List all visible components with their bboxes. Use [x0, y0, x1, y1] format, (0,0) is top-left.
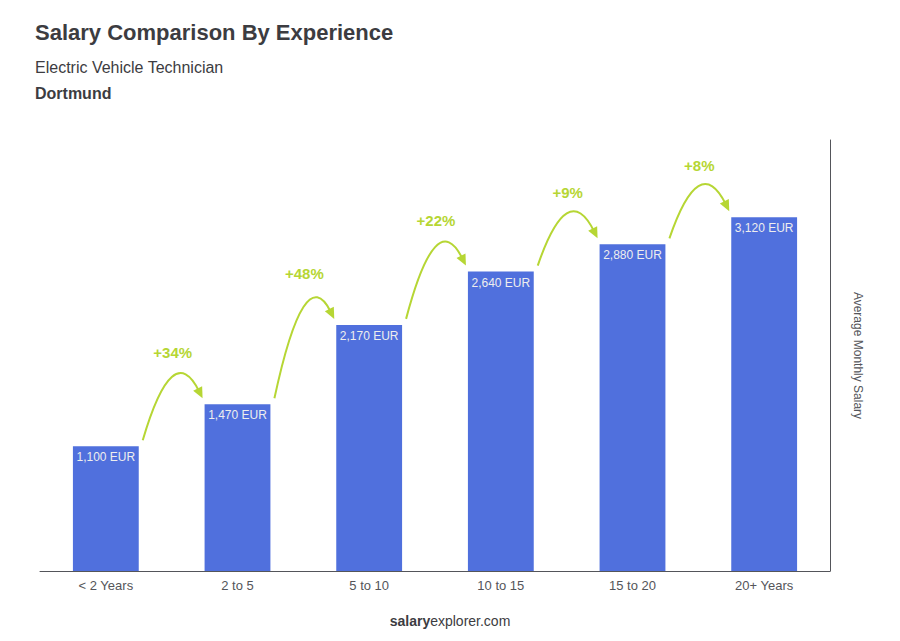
svg-text:< 2 Years: < 2 Years — [79, 578, 134, 593]
svg-text:1,100 EUR: 1,100 EUR — [76, 450, 135, 464]
svg-text:2,640 EUR: 2,640 EUR — [471, 276, 530, 290]
svg-text:+9%: +9% — [552, 184, 582, 201]
svg-text:+48%: +48% — [285, 265, 324, 282]
svg-text:+34%: +34% — [153, 344, 192, 361]
svg-text:explorer.com: explorer.com — [430, 613, 510, 629]
svg-text:+22%: +22% — [417, 212, 456, 229]
svg-text:Average Monthly Salary: Average Monthly Salary — [851, 292, 865, 419]
svg-text:Dortmund: Dortmund — [35, 85, 111, 102]
svg-text:2,170 EUR: 2,170 EUR — [340, 329, 399, 343]
svg-text:+8%: +8% — [684, 157, 714, 174]
svg-text:5 to 10: 5 to 10 — [349, 578, 389, 593]
svg-text:3,120 EUR: 3,120 EUR — [735, 221, 794, 235]
svg-text:Salary Comparison By Experienc: Salary Comparison By Experience — [35, 20, 393, 45]
svg-text:1,470 EUR: 1,470 EUR — [208, 408, 267, 422]
svg-text:salary: salary — [390, 613, 431, 629]
svg-text:Electric Vehicle Technician: Electric Vehicle Technician — [35, 59, 223, 76]
svg-text:2,880 EUR: 2,880 EUR — [603, 248, 662, 262]
svg-text:20+ Years: 20+ Years — [735, 578, 794, 593]
svg-text:2 to 5: 2 to 5 — [221, 578, 254, 593]
svg-text:15 to 20: 15 to 20 — [609, 578, 656, 593]
svg-text:10 to 15: 10 to 15 — [477, 578, 524, 593]
